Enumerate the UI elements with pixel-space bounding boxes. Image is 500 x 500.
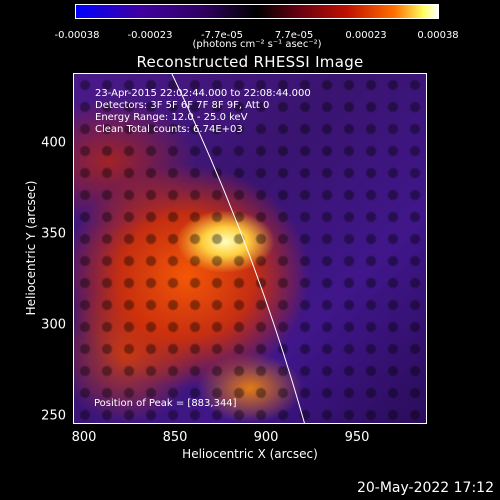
x-tick-label: 850 bbox=[162, 430, 188, 445]
info-detectors: Detectors: 3F 5F 6F 7F 8F 9F, Att 0 bbox=[95, 100, 270, 111]
colorbar-unit: (photons cm⁻² s⁻¹ asec⁻²) bbox=[192, 39, 322, 50]
peak-position: Position of Peak = [883,344] bbox=[94, 398, 237, 409]
rhessi-image bbox=[73, 73, 427, 424]
colorbar-tick: 0.00038 bbox=[417, 30, 459, 41]
info-energy: Energy Range: 12.0 - 25.0 keV bbox=[95, 112, 248, 123]
image-title: Reconstructed RHESSI Image bbox=[136, 53, 364, 71]
pixel-texture bbox=[74, 74, 426, 423]
x-tick-label: 800 bbox=[71, 430, 97, 445]
timestamp: 20-May-2022 17:12 bbox=[356, 480, 494, 496]
y-axis-label: Heliocentric Y (arcsec) bbox=[24, 180, 38, 316]
colorbar-tick: 0.00023 bbox=[345, 30, 387, 41]
y-tick-label: 350 bbox=[41, 226, 66, 242]
y-tick-label: 400 bbox=[41, 135, 66, 151]
x-axis-label: Heliocentric X (arcsec) bbox=[182, 447, 318, 461]
colorbar-tick: -0.00038 bbox=[54, 30, 100, 41]
info-clean: Clean Total counts: 6.74E+03 bbox=[95, 124, 243, 135]
x-tick-label: 900 bbox=[253, 430, 279, 445]
solar-limb bbox=[171, 74, 305, 423]
y-tick-label: 300 bbox=[41, 317, 66, 333]
colorbar-tick: 7.7e-05 bbox=[274, 30, 314, 41]
y-tick-label: 250 bbox=[41, 408, 66, 424]
colorbar bbox=[75, 4, 439, 19]
x-tick-label: 950 bbox=[344, 430, 370, 445]
info-time-range: 23-Apr-2015 22:02:44.000 to 22:08:44.000 bbox=[95, 88, 311, 99]
colorbar-tick: -7.7e-05 bbox=[201, 30, 243, 41]
colorbar-tick: -0.00023 bbox=[127, 30, 173, 41]
